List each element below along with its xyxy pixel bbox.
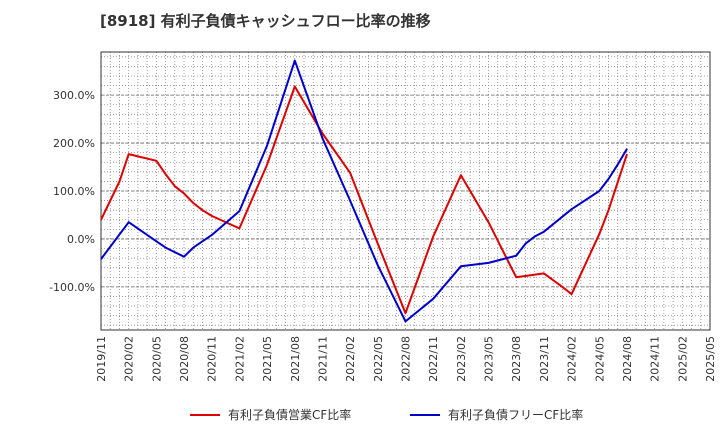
x-tick-label: 2021/02: [233, 336, 246, 382]
y-tick-label: 200.0%: [53, 137, 95, 150]
x-tick-label: 2023/02: [455, 336, 468, 382]
x-tick-label: 2022/05: [372, 336, 385, 382]
x-tick-label: 2022/08: [400, 336, 413, 382]
x-tick-label: 2024/02: [566, 336, 579, 382]
series-line-1: [100, 85, 628, 315]
x-tick-label: 2022/11: [427, 336, 440, 382]
x-tick-label: 2021/11: [316, 336, 329, 382]
x-tick-label: 2025/05: [704, 336, 717, 382]
x-tick-label: 2024/11: [649, 336, 662, 382]
x-tick-label: 2023/08: [510, 336, 523, 382]
x-tick-label: 2019/11: [95, 336, 108, 382]
x-tick-label: 2025/02: [676, 336, 689, 382]
x-tick-label: 2020/05: [150, 336, 163, 382]
x-tick-label: 2022/02: [344, 336, 357, 382]
legend-label-2: 有利子負債フリーCF比率: [448, 407, 583, 422]
plot-frame: [100, 51, 711, 331]
series-line-2: [100, 59, 628, 323]
y-tick-label: 100.0%: [53, 185, 95, 198]
legend-label-1: 有利子負債営業CF比率: [228, 407, 351, 422]
x-tick-label: 2021/05: [261, 336, 274, 382]
y-tick-label: 0.0%: [67, 233, 95, 246]
x-tick-label: 2024/05: [593, 336, 606, 382]
chart-title: [8918] 有利子負債キャッシュフロー比率の推移: [100, 12, 431, 30]
x-tick-label: 2021/08: [289, 336, 302, 382]
x-tick-label: 2023/11: [538, 336, 551, 382]
y-tick-label: -100.0%: [49, 281, 95, 294]
x-tick-label: 2020/02: [123, 336, 136, 382]
x-tick-label: 2020/08: [178, 336, 191, 382]
y-tick-label: 300.0%: [53, 89, 95, 102]
x-tick-label: 2024/08: [621, 336, 634, 382]
x-tick-label: 2023/05: [483, 336, 496, 382]
x-tick-label: 2020/11: [206, 336, 219, 382]
